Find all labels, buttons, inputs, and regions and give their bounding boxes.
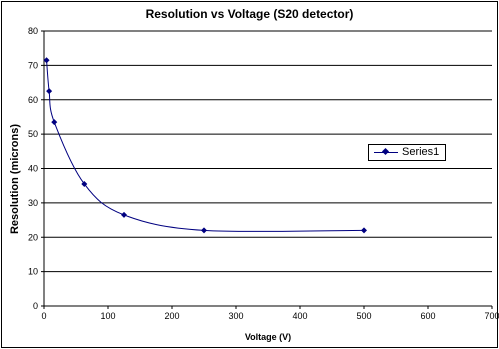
legend-label: Series1 <box>402 146 440 158</box>
x-tick-label: 100 <box>100 311 115 321</box>
x-tick-label: 500 <box>356 311 371 321</box>
data-point <box>201 227 207 234</box>
x-tick-label: 600 <box>420 311 435 321</box>
data-point <box>46 88 53 95</box>
legend: Series1 <box>368 144 446 161</box>
y-tick-label: 60 <box>28 95 38 105</box>
data-point <box>361 227 367 234</box>
y-tick-label: 20 <box>28 232 38 242</box>
data-point <box>43 57 50 64</box>
x-tick-label: 0 <box>41 311 46 321</box>
x-tick-label: 200 <box>164 311 179 321</box>
x-axis-label: Voltage (V) <box>244 332 292 342</box>
y-tick-label: 50 <box>28 129 38 139</box>
legend-marker <box>381 147 390 156</box>
series-line <box>46 60 365 233</box>
y-tick-label: 30 <box>28 198 38 208</box>
x-tick-label: 400 <box>292 311 307 321</box>
y-tick-label: 10 <box>28 267 38 277</box>
x-tick-label: 700 <box>484 311 499 321</box>
data-point <box>51 119 58 126</box>
chart-title: Resolution vs Voltage (S20 detector) <box>145 7 354 21</box>
y-tick-label: 70 <box>28 60 38 70</box>
y-tick-label: 80 <box>28 26 38 36</box>
data-point <box>121 211 127 218</box>
y-tick-label: 40 <box>28 164 38 174</box>
data-point <box>81 180 88 187</box>
y-tick-label: 0 <box>33 301 38 311</box>
x-tick-label: 300 <box>228 311 243 321</box>
